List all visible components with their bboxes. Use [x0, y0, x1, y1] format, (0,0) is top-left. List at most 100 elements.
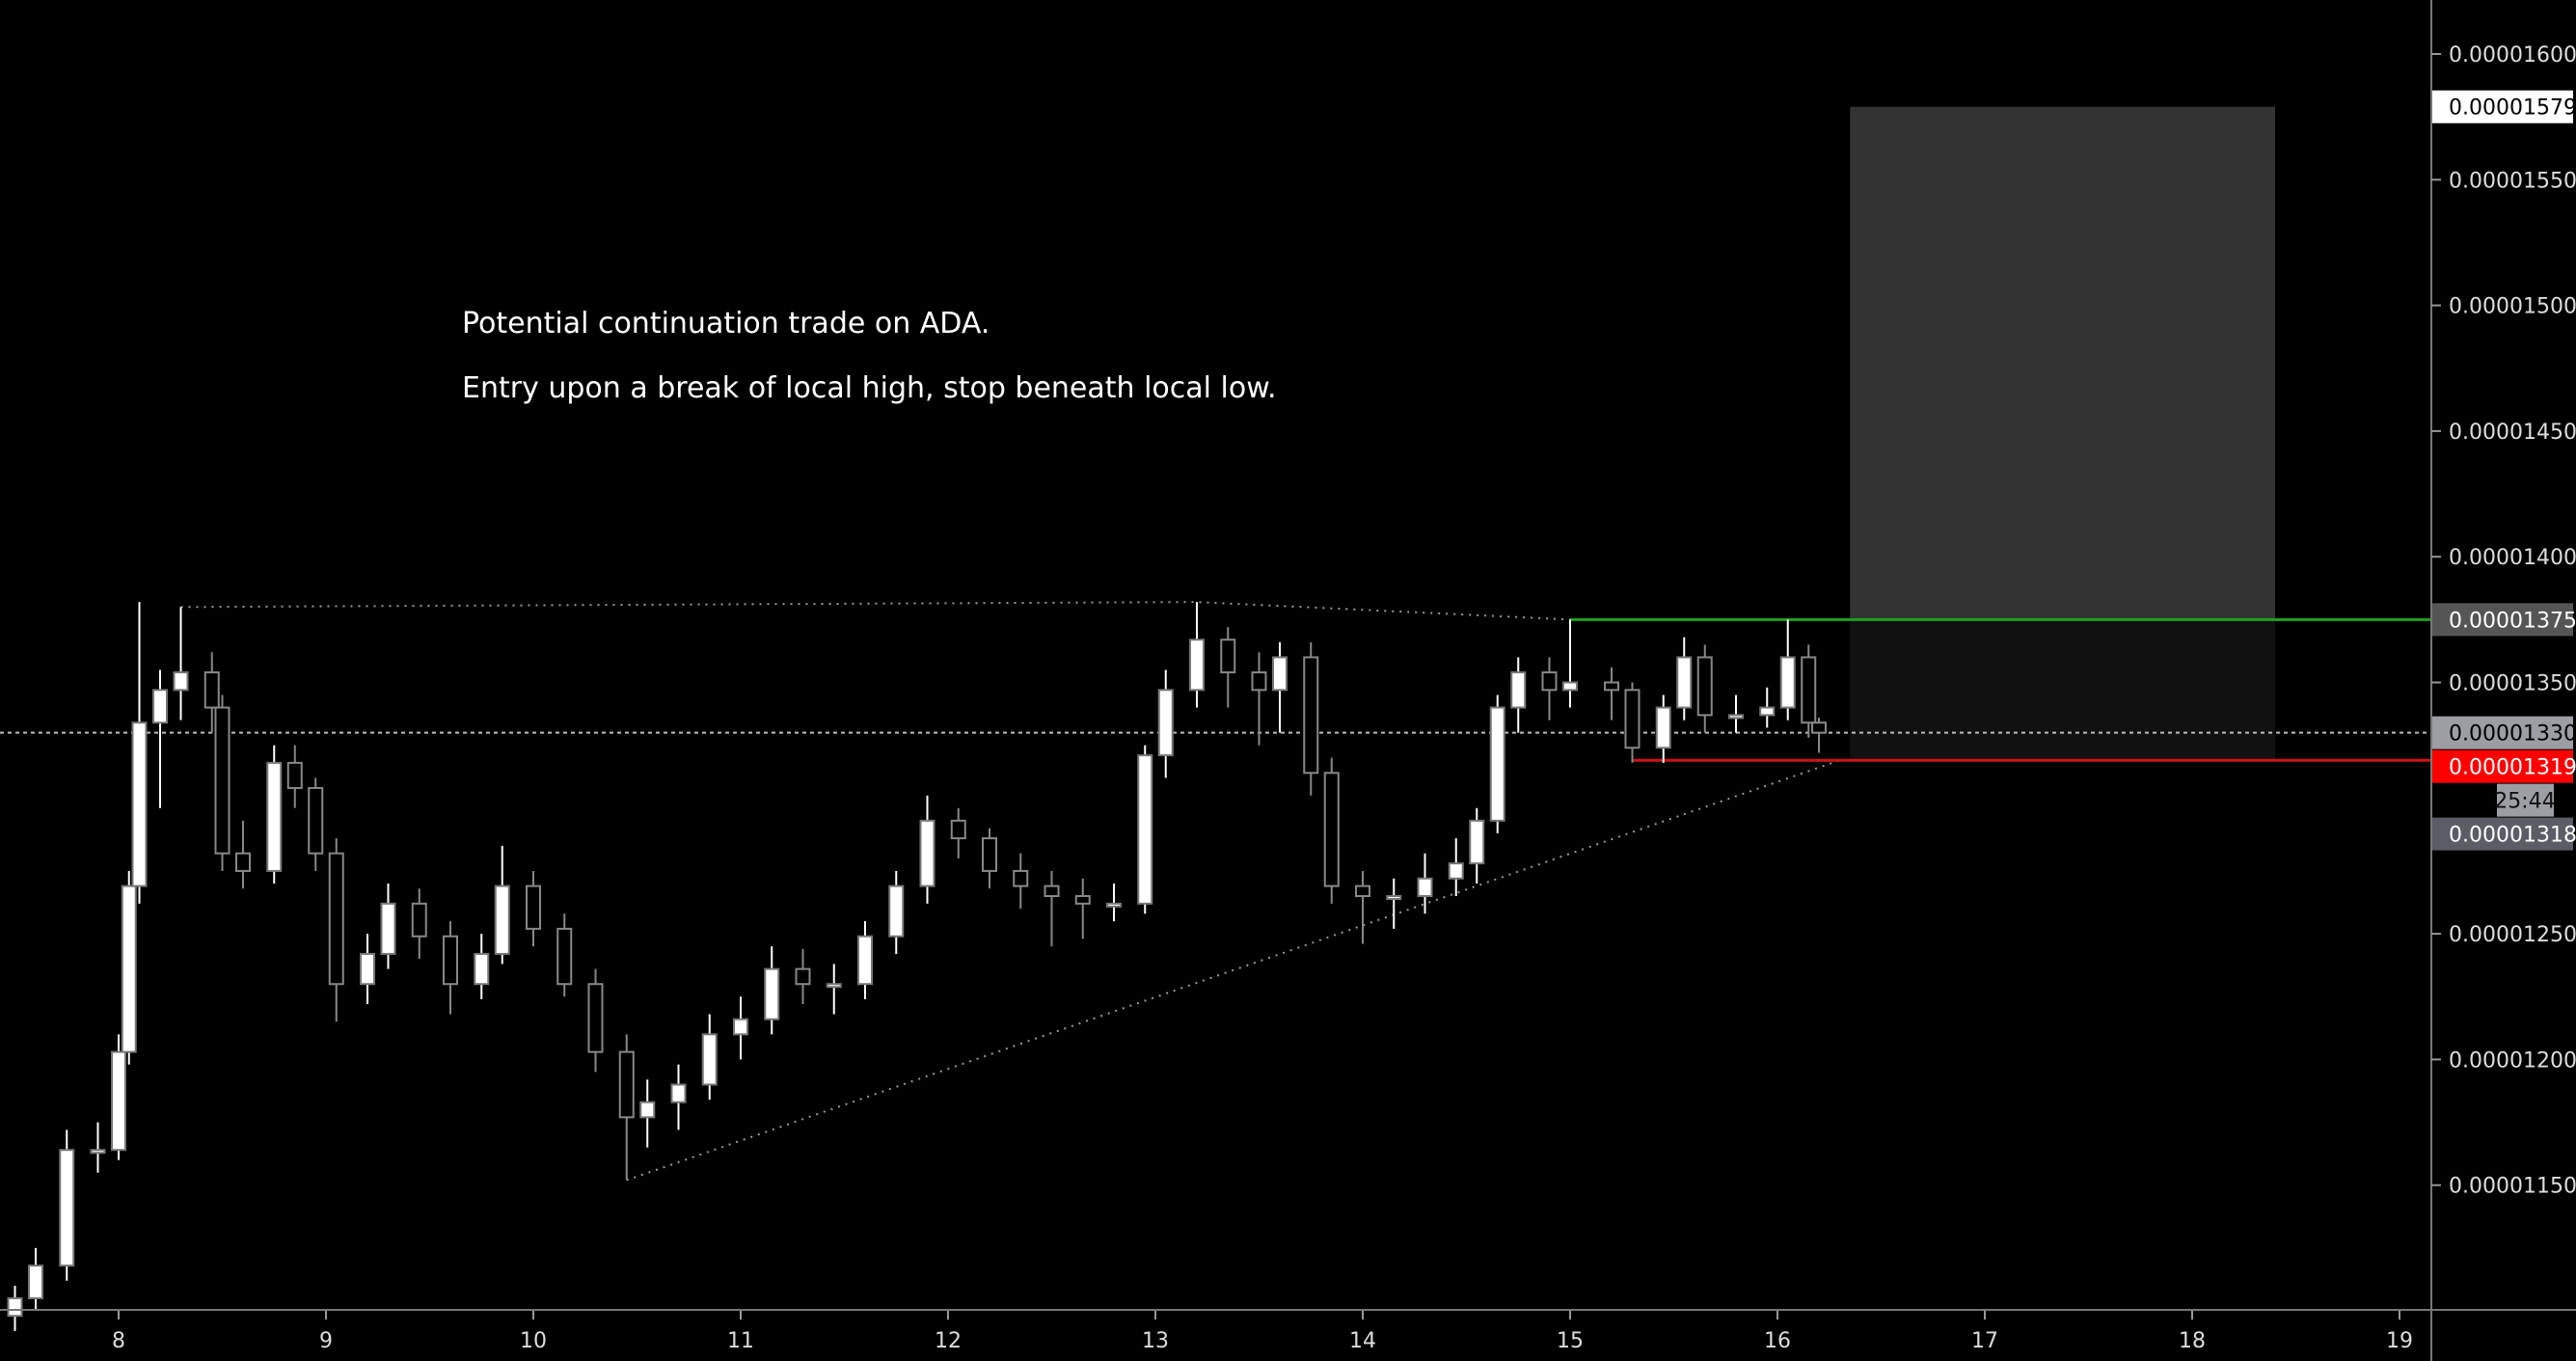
candle-body — [111, 1050, 126, 1152]
candle-body — [328, 852, 344, 986]
position-stop-zone — [1850, 619, 2275, 761]
time-tick-label: 19 — [2386, 1329, 2413, 1353]
annotation-line-1[interactable]: Potential continuation trade on ADA. — [462, 307, 990, 340]
candle-body — [764, 967, 780, 1021]
time-tick-label: 11 — [727, 1329, 754, 1353]
price-tick-label: 0.00001600 — [2449, 43, 2576, 68]
time-tick-label: 12 — [935, 1329, 962, 1353]
time-tick-label: 17 — [1971, 1329, 1998, 1353]
candle-body — [1251, 671, 1267, 692]
price-label-bg — [2432, 90, 2573, 123]
price-tick-label: 0.00001350 — [2449, 672, 2576, 696]
candle-body — [1469, 819, 1485, 865]
candle-body — [1676, 656, 1693, 709]
price-tick-label: 0.00001500 — [2449, 295, 2576, 319]
candle-body — [443, 935, 458, 986]
candle-body — [1728, 714, 1744, 720]
candle-body — [90, 1149, 106, 1155]
candle-body — [1779, 656, 1796, 709]
candle-body — [701, 1033, 718, 1086]
candle-body — [1106, 902, 1122, 908]
price-label-0.00001579: 0.00001579 — [2449, 96, 2576, 121]
price-label-0.00001375: 0.00001375 — [2449, 609, 2576, 633]
candle-body — [795, 967, 811, 986]
candle-body — [1417, 877, 1433, 898]
candle-body — [639, 1101, 656, 1119]
price-tick-label: 0.00001400 — [2449, 546, 2576, 570]
candle-body — [1759, 706, 1776, 717]
candle-body — [1044, 885, 1060, 898]
candle-body — [1013, 869, 1029, 887]
candle-body — [670, 1083, 687, 1103]
candle-body — [1510, 671, 1527, 709]
price-label-0.00001318: 0.00001318 — [2449, 824, 2576, 848]
candle-body — [1137, 754, 1153, 905]
candle-body — [857, 935, 873, 986]
candle-body — [1272, 656, 1288, 692]
candle-body — [1801, 656, 1817, 724]
candle-body — [1448, 862, 1464, 880]
candle-body — [59, 1149, 75, 1267]
time-tick-label: 15 — [1557, 1329, 1584, 1353]
time-tick-label: 9 — [319, 1329, 333, 1353]
candle-body — [556, 927, 573, 986]
price-tick-label: 0.00001150 — [2449, 1175, 2576, 1199]
candle-body — [266, 761, 283, 872]
annotation-line-2[interactable]: Entry upon a break of local high, stop b… — [462, 371, 1277, 405]
candle-body — [826, 983, 842, 989]
candle-body — [1604, 681, 1619, 692]
candle-body — [1220, 639, 1236, 674]
candle-body — [235, 852, 251, 872]
candle-body — [1624, 689, 1641, 749]
candle-body — [121, 885, 137, 1053]
price-label-0.00001330: 0.00001330 — [2449, 722, 2576, 747]
candle-countdown: 25:44 — [2494, 790, 2555, 814]
candle-body — [308, 786, 324, 855]
candle-body — [203, 671, 220, 709]
candle-body — [286, 761, 303, 789]
candle-body — [173, 671, 189, 692]
candle-body — [526, 885, 541, 930]
trendline-upper-resistance — [180, 601, 1571, 621]
candle-body — [28, 1265, 43, 1299]
candle-body — [1074, 895, 1091, 905]
candle-body — [982, 837, 997, 872]
candle-body — [1189, 639, 1205, 692]
candle-body — [1696, 656, 1713, 717]
candle-body — [7, 1296, 23, 1318]
candle-body — [494, 885, 510, 955]
candle-body — [360, 952, 375, 986]
position-target-zone — [1850, 106, 2275, 620]
candle-body — [1386, 895, 1402, 901]
candle-body — [950, 819, 966, 840]
candle-body — [152, 689, 168, 724]
price-axis-bg[interactable] — [2432, 0, 2576, 1361]
time-tick-label: 10 — [520, 1329, 547, 1353]
candle-body — [1489, 706, 1505, 822]
price-label-bg — [2432, 716, 2573, 749]
candle-body — [380, 902, 396, 955]
candle-body — [1655, 706, 1671, 749]
countdown-bg — [2497, 783, 2554, 817]
price-tick-label: 0.00001200 — [2449, 1048, 2576, 1073]
candle-body — [888, 885, 905, 938]
candle-body — [411, 902, 427, 938]
price-label-bg — [2432, 603, 2573, 637]
candle-body — [1541, 671, 1558, 692]
candle-body — [733, 1018, 748, 1036]
candle-body — [1323, 772, 1340, 887]
candle-body — [1811, 721, 1827, 734]
time-tick-label: 8 — [112, 1329, 125, 1353]
candle-body — [214, 706, 230, 855]
time-tick-label: 14 — [1349, 1329, 1376, 1353]
candle-body — [474, 952, 490, 986]
price-label-bg — [2432, 749, 2573, 783]
candle-body — [1562, 681, 1578, 692]
price-tick-label: 0.00001550 — [2449, 169, 2576, 193]
candle-body — [1303, 656, 1319, 775]
price-tick-label: 0.00001450 — [2449, 421, 2576, 445]
candle-body — [919, 819, 935, 887]
trendline-lower-support — [626, 759, 1840, 1182]
candle-body — [618, 1050, 635, 1119]
